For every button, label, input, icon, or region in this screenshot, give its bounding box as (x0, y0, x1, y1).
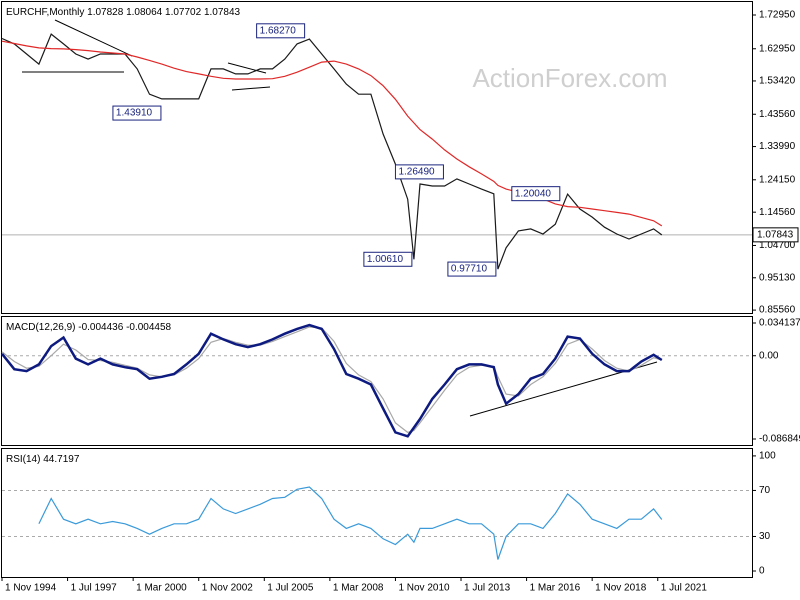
panel-title: EURCHF,Monthly 1.07828 1.08064 1.07702 1… (6, 7, 241, 18)
watermark: ActionForex.com (472, 63, 667, 93)
y-tick-label: 70 (759, 485, 771, 496)
annotation-box (394, 164, 444, 180)
trend-line (54, 19, 133, 57)
trend-line (227, 62, 267, 74)
x-tick-label: 1 Jul 2013 (464, 583, 511, 594)
series-line (38, 486, 663, 560)
readout-value: 1.08064 (126, 7, 163, 18)
price-tag (752, 227, 799, 243)
annotation-label: 1.00610 (367, 254, 404, 265)
price-panel (1, 1, 753, 314)
readout-value: -0.004436 (78, 322, 123, 333)
y-tick-label: 1.62950 (759, 43, 796, 54)
y-tick-label: 100 (759, 451, 776, 462)
readout-value: 1.07702 (165, 7, 202, 18)
x-tick-label: 1 Jul 2021 (661, 583, 708, 594)
annotation-box (363, 251, 413, 267)
x-tick-label: 1 Nov 1994 (5, 583, 57, 594)
panel-title: RSI(14) 44.7197 (6, 454, 80, 465)
readout-value: 1.07843 (204, 7, 241, 18)
y-tick-label: 1.43560 (759, 109, 796, 120)
x-tick-label: 1 Mar 2016 (530, 583, 581, 594)
x-tick-label: 1 Jul 2005 (267, 583, 314, 594)
x-tick-label: 1 Nov 2018 (595, 583, 647, 594)
macd-panel (1, 316, 753, 446)
series-line (1, 40, 663, 227)
annotation-label: 1.20040 (515, 188, 552, 199)
y-tick-label: 1.04700 (759, 240, 796, 251)
y-tick-label: 0 (759, 566, 765, 577)
y-tick-label: -0.086849 (759, 434, 800, 445)
series-line (1, 323, 663, 438)
y-tick-label: 0.95130 (759, 272, 796, 283)
annotation-label: 1.26490 (398, 167, 435, 178)
readout-value: -0.004458 (126, 322, 171, 333)
y-tick-label: 0.85560 (759, 305, 796, 316)
series-line (1, 33, 663, 270)
x-tick-label: 1 Mar 2008 (333, 583, 384, 594)
y-tick-label: 1.24150 (759, 174, 796, 185)
annotation-label: 1.43910 (116, 108, 153, 119)
annotation-label: 1.68270 (260, 25, 297, 36)
panel-title-text: EURCHF,Monthly (6, 7, 84, 18)
trend-line (231, 86, 271, 91)
x-tick-label: 1 Jul 1997 (71, 583, 118, 594)
readout-value: 44.7197 (43, 454, 80, 465)
y-tick-label: 30 (759, 531, 771, 542)
y-tick-label: 1.72950 (759, 10, 796, 21)
panel-title-text: MACD(12,26,9) (6, 322, 75, 333)
x-tick-label: 1 Mar 2000 (136, 583, 187, 594)
x-tick-label: 1 Nov 2010 (398, 583, 450, 594)
annotation-box (447, 261, 497, 277)
y-tick-label: 1.53420 (759, 76, 796, 87)
annotation-box (256, 23, 306, 39)
series-line (1, 326, 662, 434)
annotation-label: 0.97710 (451, 264, 488, 275)
panel-title: MACD(12,26,9) -0.004436 -0.004458 (6, 322, 172, 333)
x-tick-label: 1 Nov 2002 (202, 583, 254, 594)
readout-value: 1.07828 (87, 7, 124, 18)
y-tick-label: 1.14560 (759, 207, 796, 218)
annotation-box (511, 186, 561, 202)
rsi-panel (1, 448, 753, 578)
y-tick-label: 0.00 (759, 350, 779, 361)
annotation-box (112, 105, 162, 121)
y-tick-label: 0.034137 (759, 318, 800, 329)
panel-title-text: RSI(14) (6, 454, 40, 465)
price-tag-label: 1.07843 (757, 229, 794, 240)
y-tick-label: 1.33990 (759, 141, 796, 152)
